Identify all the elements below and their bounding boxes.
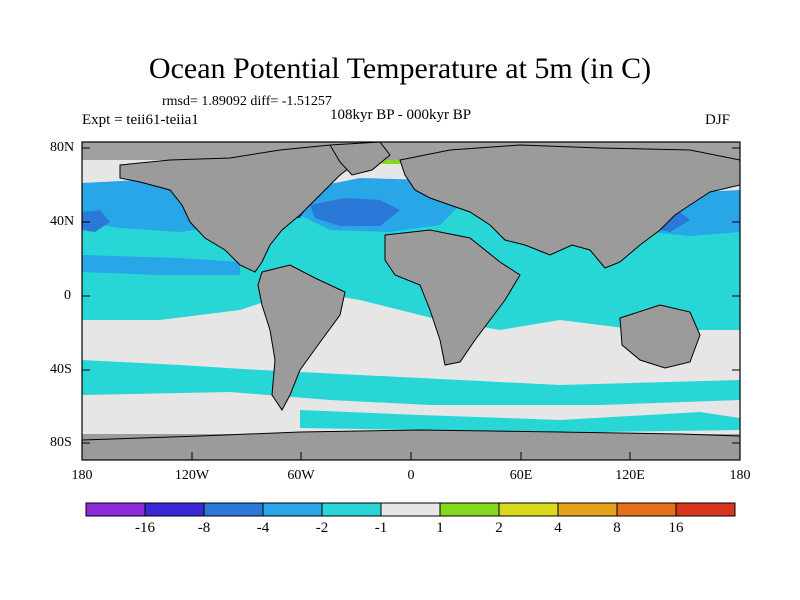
lon-label-120e: 120E bbox=[615, 468, 645, 483]
colorbar-label: 4 bbox=[554, 520, 562, 536]
colorbar-label: 1 bbox=[436, 520, 444, 536]
lon-label-120w: 120W bbox=[174, 468, 210, 483]
lat-ticks bbox=[82, 147, 740, 444]
lat-label-80s: 80S bbox=[50, 435, 72, 450]
anomaly-blue-west-pacific bbox=[82, 210, 110, 232]
experiment-label: Expt = teii61-teiia1 bbox=[82, 112, 199, 128]
colorbar-label: -4 bbox=[256, 520, 270, 536]
period-label: 108kyr BP - 000kyr BP bbox=[330, 107, 472, 123]
map-title: Ocean Potential Temperature at 5m (in C) bbox=[148, 52, 652, 85]
lon-label-60e: 60E bbox=[509, 468, 533, 483]
lon-label-180w: 180 bbox=[71, 468, 93, 483]
colorbar-label: -2 bbox=[315, 520, 329, 536]
anomaly-cyan-antarctic bbox=[300, 410, 740, 432]
colorbar-label: 8 bbox=[613, 520, 621, 536]
lon-label-60w: 60W bbox=[287, 468, 315, 483]
australia bbox=[619, 304, 701, 369]
lat-label-0: 0 bbox=[64, 288, 71, 303]
north-america bbox=[119, 144, 361, 273]
anomaly-cyan-south bbox=[82, 360, 740, 405]
lat-label-40s: 40S bbox=[50, 362, 72, 377]
anomaly-blue-north-atlantic bbox=[310, 198, 400, 226]
colorbar-label: 2 bbox=[495, 520, 503, 536]
south-america bbox=[257, 264, 346, 411]
colorbar-label: -16 bbox=[135, 520, 155, 536]
africa bbox=[384, 229, 521, 366]
anomaly-lightblue-equatorial-pacific bbox=[82, 255, 240, 275]
colorbar-label: 16 bbox=[668, 520, 684, 536]
colorbar-label: -8 bbox=[197, 520, 211, 536]
stats-text: rmsd= 1.89092 diff= -1.51257 bbox=[162, 94, 332, 109]
lon-label-180e: 180 bbox=[729, 468, 751, 483]
eurasia bbox=[399, 144, 741, 269]
season-label: DJF bbox=[705, 112, 731, 128]
lon-label-0: 0 bbox=[407, 468, 415, 483]
lat-label-40n: 40N bbox=[50, 214, 75, 229]
lat-label-80n: 80N bbox=[50, 140, 75, 155]
land-masses bbox=[81, 141, 741, 461]
lon-ticks bbox=[81, 452, 741, 460]
colorbar-label: -1 bbox=[374, 520, 388, 536]
